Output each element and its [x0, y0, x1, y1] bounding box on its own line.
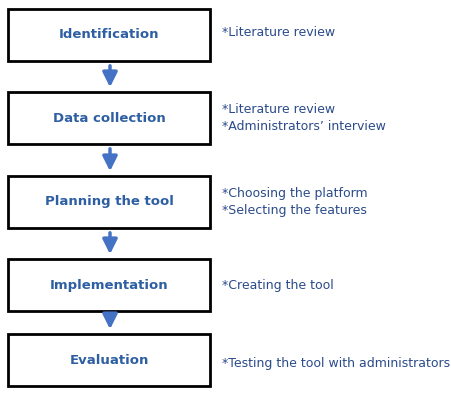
Text: Identification: Identification [59, 29, 159, 41]
Bar [8, 92, 210, 144]
Bar [8, 9, 210, 61]
Bar [8, 259, 210, 311]
Text: Implementation: Implementation [50, 279, 168, 291]
Bar [8, 334, 210, 386]
Text: Data collection: Data collection [53, 111, 166, 125]
Text: *Choosing the platform
*Selecting the features: *Choosing the platform *Selecting the fe… [222, 187, 368, 217]
Text: *Testing the tool with administrators: *Testing the tool with administrators [222, 357, 450, 369]
Text: *Literature review
*Administrators’ interview: *Literature review *Administrators’ inte… [222, 103, 386, 133]
Text: *Creating the tool: *Creating the tool [222, 279, 334, 291]
Text: *Literature review: *Literature review [222, 25, 335, 39]
Bar [8, 176, 210, 228]
Text: Planning the tool: Planning the tool [45, 195, 174, 209]
Text: Evaluation: Evaluation [69, 353, 149, 367]
